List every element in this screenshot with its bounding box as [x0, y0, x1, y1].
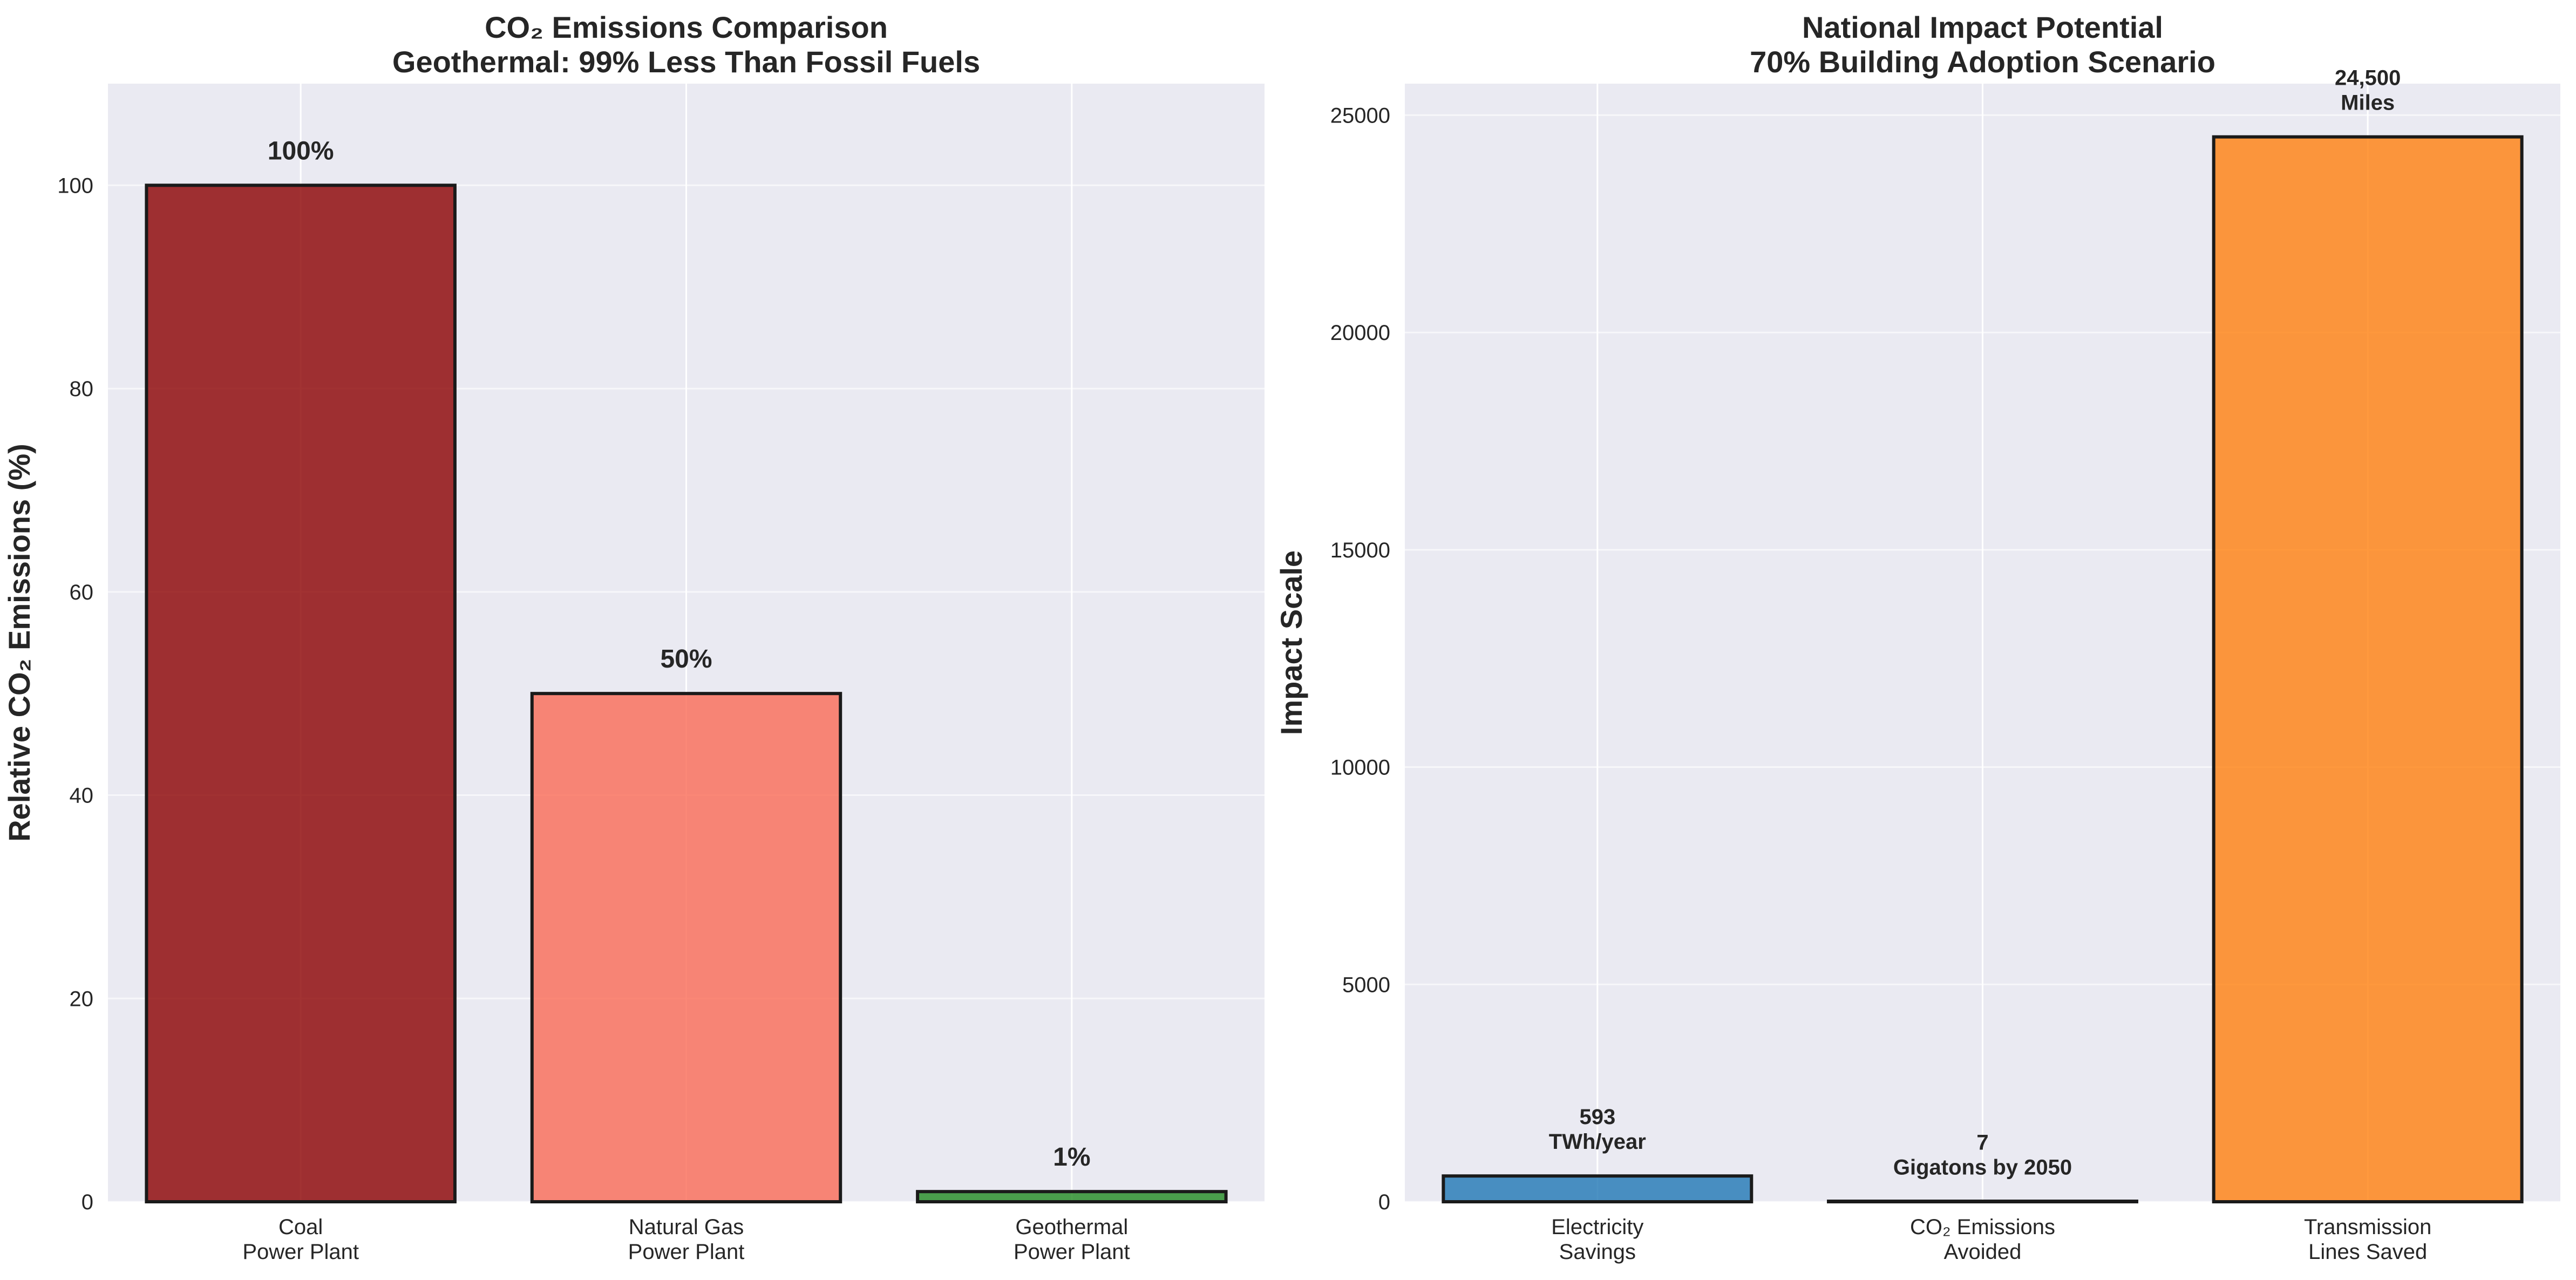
- data-label-line: TWh/year: [1549, 1130, 1646, 1154]
- y-axis-label: Relative CO₂ Emissions (%): [2, 444, 36, 842]
- x-tick-label: Electricity Savings: [1551, 1215, 1643, 1264]
- x-tick-label-line: Power Plant: [242, 1240, 359, 1264]
- data-label-line: Miles: [2341, 91, 2395, 115]
- y-tick-label: 20: [70, 987, 94, 1011]
- x-tick-label-line: Power Plant: [1014, 1240, 1130, 1264]
- data-label-line: 50%: [660, 645, 712, 673]
- chart-title: CO₂ Emissions Comparison Geothermal: 99% …: [392, 10, 980, 79]
- y-tick-label: 20000: [1330, 321, 1390, 345]
- x-tick-label: Natural Gas Power Plant: [628, 1215, 745, 1264]
- x-tick-label: CO₂ Emissions Avoided: [1910, 1215, 2055, 1264]
- x-tick-label-line: Lines Saved: [2308, 1240, 2427, 1264]
- x-tick-label: Coal Power Plant: [242, 1215, 359, 1264]
- data-label-line: 7: [1976, 1131, 1988, 1154]
- y-tick-label: 40: [70, 784, 94, 808]
- chart-title-line: CO₂ Emissions Comparison: [485, 10, 888, 44]
- y-tick-label: 25000: [1330, 104, 1390, 127]
- y-tick-label: 60: [70, 581, 94, 604]
- data-label-line: 100%: [268, 137, 334, 165]
- data-label: 100%: [268, 137, 334, 165]
- data-label-line: Gigatons by 2050: [1893, 1155, 2072, 1179]
- x-tick-label: Geothermal Power Plant: [1014, 1215, 1130, 1264]
- data-label-line: 593: [1579, 1105, 1615, 1129]
- chart-title-line: Geothermal: 99% Less Than Fossil Fuels: [392, 45, 980, 79]
- y-tick-label: 100: [57, 174, 93, 198]
- data-label: 593 TWh/year: [1549, 1105, 1646, 1154]
- x-tick-label-line: Electricity: [1551, 1215, 1643, 1239]
- x-tick-label-line: Geothermal: [1015, 1215, 1128, 1239]
- y-tick-label: 5000: [1342, 973, 1390, 997]
- y-tick-label: 10000: [1330, 756, 1390, 780]
- data-label: 50%: [660, 645, 712, 673]
- x-tick-label-line: Coal: [278, 1215, 323, 1239]
- y-tick-label: 80: [70, 377, 94, 401]
- bar-2: [1827, 1200, 2138, 1203]
- x-tick-label-line: Avoided: [1944, 1240, 2022, 1264]
- chart-title-line: National Impact Potential: [1802, 10, 2163, 44]
- y-tick-label: 0: [1378, 1190, 1390, 1214]
- chart-title: National Impact Potential 70% Building Ad…: [1750, 10, 2215, 79]
- y-axis-label: Impact Scale: [1274, 550, 1308, 735]
- x-tick-label-line: Natural Gas: [629, 1215, 744, 1239]
- bar-1: [145, 183, 457, 1203]
- bar-1: [1442, 1174, 1753, 1204]
- data-label: 24,500 Miles: [2335, 66, 2401, 115]
- data-label-line: 1%: [1053, 1143, 1090, 1172]
- bar-2: [530, 692, 842, 1203]
- y-tick-label: 0: [81, 1190, 93, 1214]
- x-tick-label-line: Power Plant: [628, 1240, 745, 1264]
- data-label-line: 24,500: [2335, 66, 2401, 90]
- x-tick-label: Transmission Lines Saved: [2304, 1215, 2431, 1264]
- x-tick-label-line: Savings: [1559, 1240, 1636, 1264]
- data-label: 1%: [1053, 1143, 1090, 1172]
- chart-panel-2: 593 TWh/year 7 Gigatons by 2050 24,500 Miles 0…: [1274, 10, 2560, 1264]
- x-tick-label-line: CO₂ Emissions: [1910, 1215, 2055, 1239]
- data-label: 7 Gigatons by 2050: [1893, 1131, 2072, 1179]
- bar-3: [916, 1190, 1228, 1203]
- y-tick-label: 15000: [1330, 539, 1390, 562]
- chart-title-line: 70% Building Adoption Scenario: [1750, 45, 2215, 79]
- x-tick-label-line: Transmission: [2304, 1215, 2431, 1239]
- bar-3: [2212, 135, 2524, 1204]
